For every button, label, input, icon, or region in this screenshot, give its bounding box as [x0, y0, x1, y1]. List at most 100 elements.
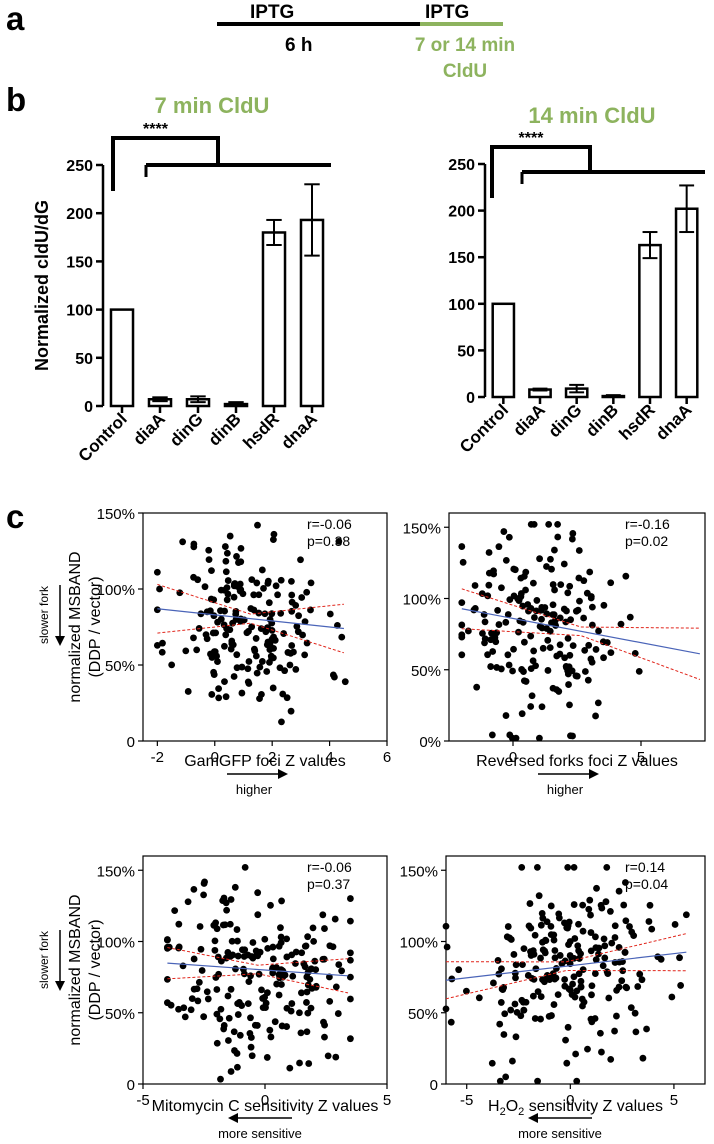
data-point	[244, 678, 252, 686]
timeline-duration-cldu-1: 7 or 14 min	[415, 35, 515, 56]
data-point	[287, 707, 295, 715]
data-point	[240, 970, 248, 978]
data-point	[190, 985, 198, 993]
data-point	[296, 1009, 303, 1017]
correlation-p: p=0.37	[307, 876, 350, 892]
data-point	[292, 960, 299, 967]
data-point	[510, 951, 518, 958]
data-point	[570, 901, 578, 908]
y-tick-label: 0	[430, 1077, 438, 1094]
x-tick-label: dinB	[205, 409, 245, 449]
data-point	[231, 883, 239, 891]
data-point	[215, 970, 222, 978]
data-point	[201, 583, 209, 591]
data-point	[247, 605, 255, 612]
data-point	[190, 573, 197, 581]
data-point	[536, 555, 543, 563]
data-point	[586, 568, 594, 576]
data-point	[236, 1031, 244, 1039]
data-point	[310, 937, 318, 945]
significance-stars: ****	[143, 121, 169, 138]
data-point	[518, 864, 526, 871]
data-point	[504, 651, 512, 659]
data-point	[572, 1050, 580, 1058]
data-point	[556, 641, 564, 649]
data-point	[575, 947, 583, 955]
data-point	[631, 1009, 639, 1017]
data-point	[241, 864, 249, 871]
data-point	[227, 896, 235, 903]
data-point	[495, 543, 503, 551]
data-point	[611, 934, 619, 941]
data-point	[190, 955, 198, 963]
data-point	[538, 909, 546, 917]
data-point	[271, 1018, 279, 1026]
data-point	[464, 627, 472, 635]
data-point	[301, 651, 309, 659]
data-point	[459, 558, 467, 566]
data-point	[488, 629, 495, 637]
data-point	[587, 593, 595, 600]
data-point	[592, 933, 599, 941]
data-point	[233, 664, 241, 672]
data-point	[593, 884, 600, 892]
chart-title: 7 min CldU	[155, 93, 270, 118]
data-point	[527, 665, 535, 673]
data-point	[277, 576, 285, 584]
data-point	[584, 676, 592, 684]
data-point	[494, 606, 502, 614]
data-point	[471, 605, 479, 612]
data-point	[292, 666, 300, 673]
data-point	[570, 973, 578, 981]
data-point	[601, 942, 609, 950]
bar-chart-7min: 7 min CldU 0 50 100 150 200 250 Normalized cldU…	[32, 93, 331, 466]
data-point	[225, 1037, 232, 1044]
data-point	[312, 983, 320, 991]
data-point	[561, 982, 569, 990]
x-tick-label: 2	[268, 749, 276, 766]
data-point	[613, 1012, 620, 1020]
y-tick-label: 100%	[403, 592, 441, 609]
data-point	[547, 902, 555, 910]
x-tick-label: dnaA	[652, 400, 695, 443]
data-point	[501, 1010, 509, 1018]
data-point	[547, 555, 554, 563]
data-point	[297, 556, 304, 564]
data-point	[212, 629, 220, 637]
data-point	[564, 589, 572, 597]
more-sensitive-label: more sensitive	[518, 1126, 602, 1141]
data-point	[182, 647, 190, 655]
data-point	[205, 546, 213, 554]
data-point	[347, 949, 354, 957]
data-point	[254, 889, 262, 897]
data-point	[302, 942, 310, 950]
data-point	[448, 975, 456, 983]
data-point	[551, 586, 558, 594]
bar-hsdR	[261, 231, 287, 408]
data-point	[251, 647, 259, 655]
more-sensitive-label: more sensitive	[218, 1126, 302, 1141]
data-point	[621, 949, 629, 956]
data-point	[278, 897, 285, 905]
data-point	[275, 991, 283, 999]
data-point	[512, 734, 520, 742]
data-point	[580, 614, 588, 622]
x-tick-label: dnaA	[277, 409, 320, 452]
data-point	[338, 967, 346, 975]
correlation-r: r=0.14	[625, 859, 665, 875]
data-point	[290, 648, 297, 656]
data-point	[220, 1025, 228, 1033]
data-point	[250, 591, 258, 599]
data-point	[278, 1022, 286, 1030]
data-point	[210, 612, 218, 620]
data-point	[213, 986, 221, 993]
data-point	[253, 1022, 261, 1029]
confidence-band-lower	[167, 973, 349, 994]
data-point	[258, 566, 266, 574]
data-point	[288, 591, 296, 599]
x-tick-label: 0	[211, 749, 219, 766]
x-tick-label: diaA	[509, 400, 548, 439]
data-point	[321, 925, 328, 932]
y-tick-label: 150	[448, 250, 475, 267]
correlation-p: p=0.38	[307, 533, 350, 549]
